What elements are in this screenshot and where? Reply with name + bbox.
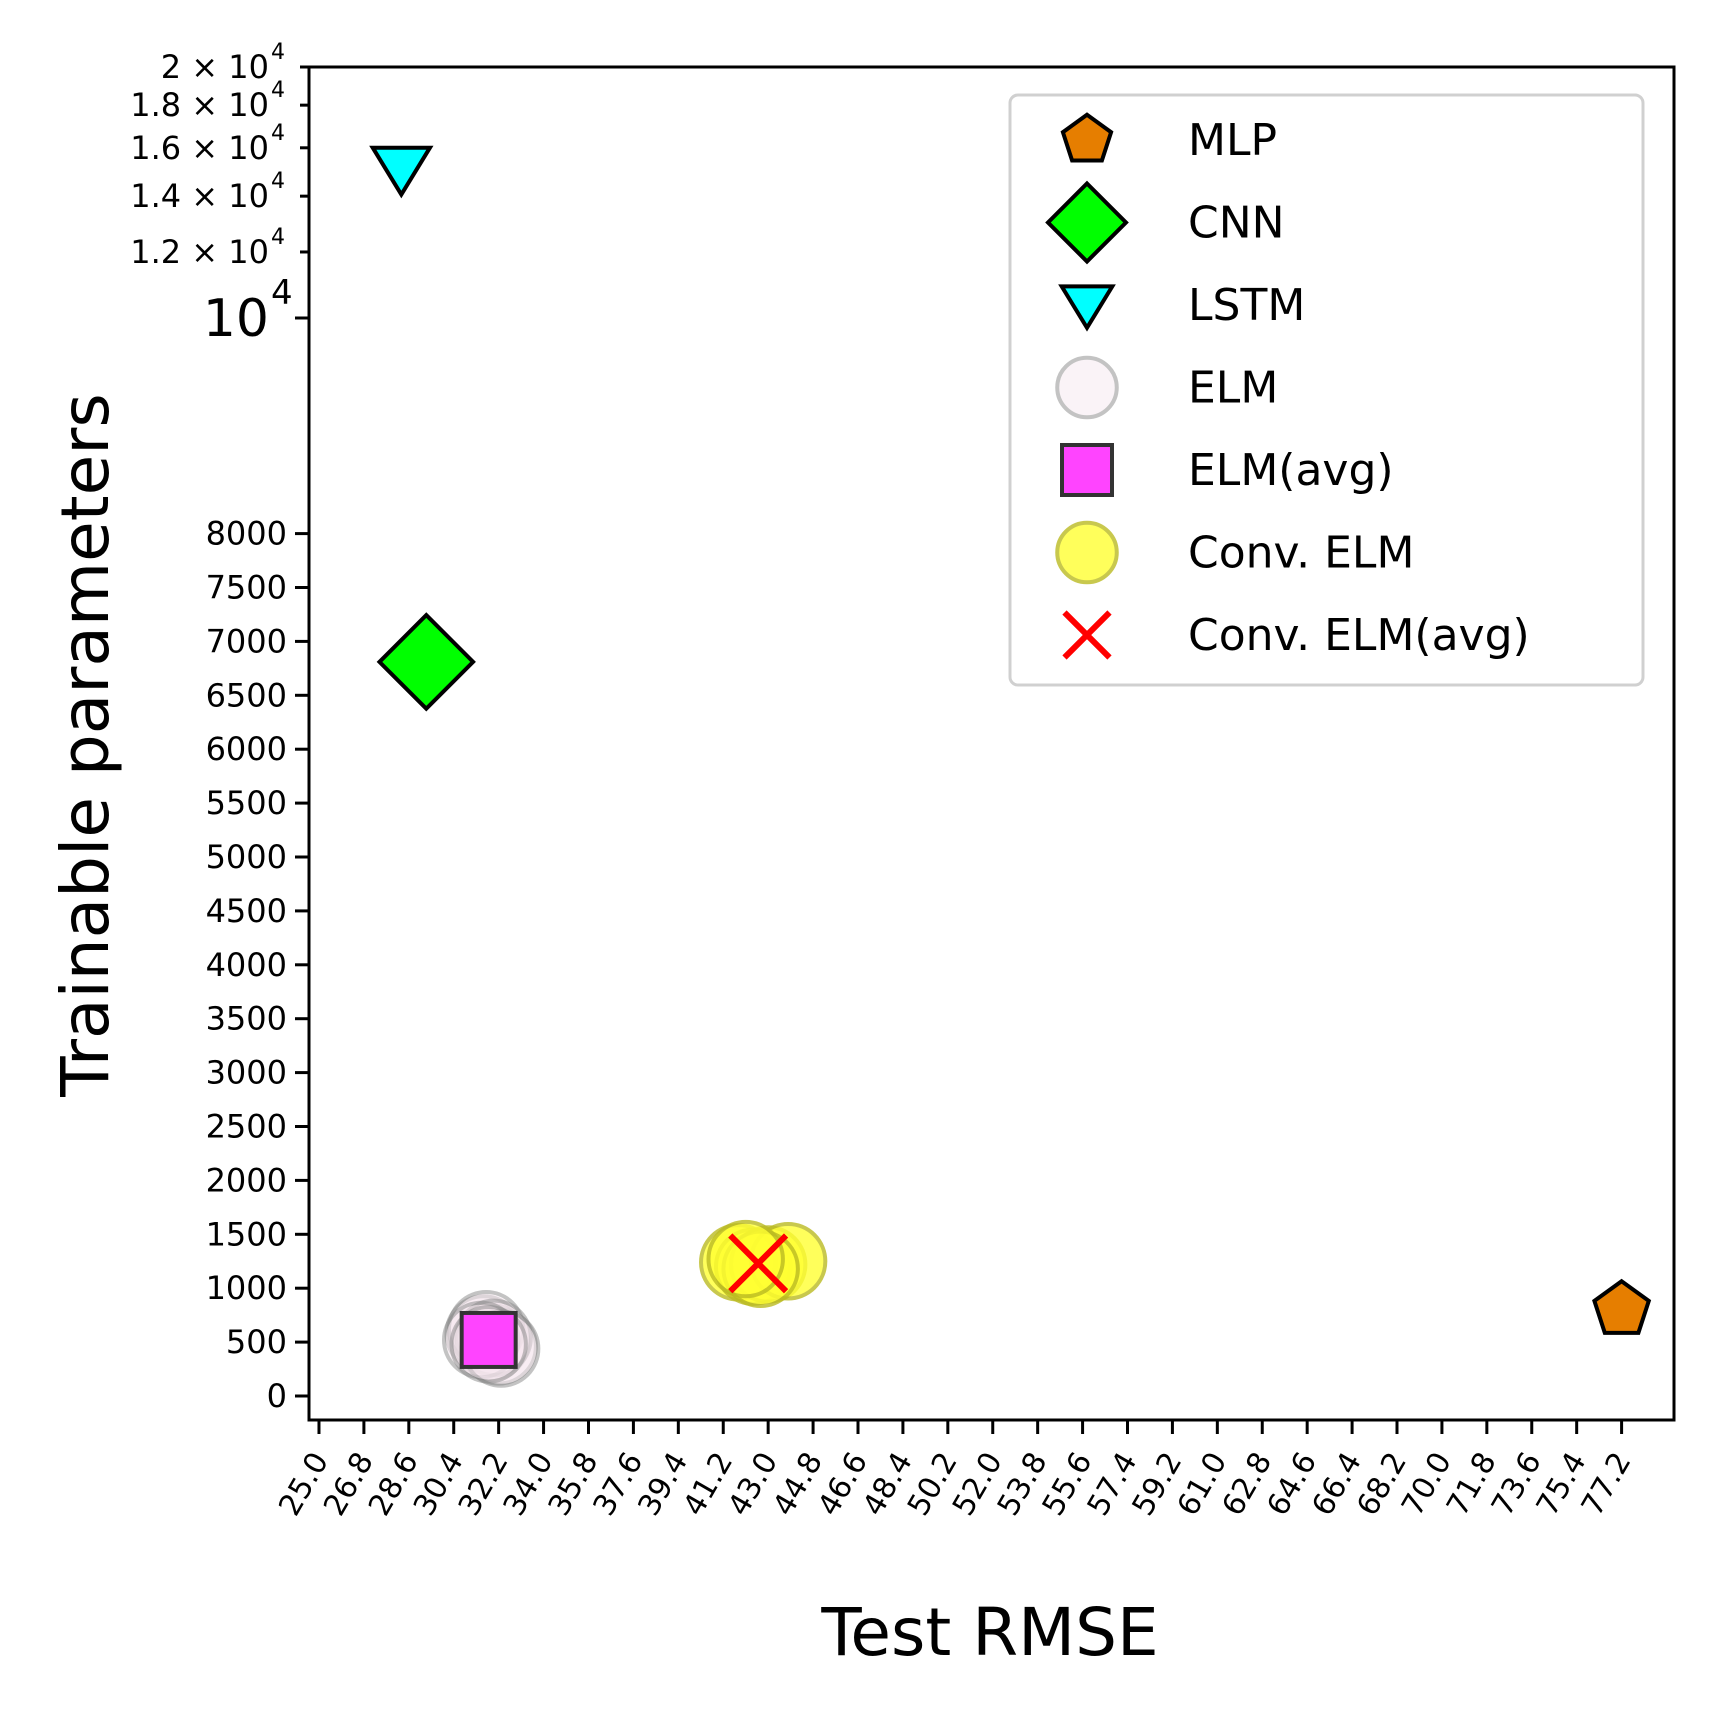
y-tick-label: 4500	[206, 892, 287, 930]
y-tick-label: 8000	[206, 515, 287, 553]
x-axis-label: Test RMSE	[820, 1594, 1158, 1671]
point-lstm	[369, 145, 434, 199]
y-tick-label: 2000	[206, 1161, 287, 1199]
legend-frame	[1008, 93, 1645, 687]
y-tick-label: 1.4 × 10	[130, 177, 269, 215]
y-tick-label: 1500	[206, 1215, 287, 1253]
legend-marker	[1055, 355, 1119, 420]
y-axis-label: Trainable parameters	[47, 393, 124, 1097]
legend-entry: LSTM	[1188, 280, 1305, 331]
legend-marker	[1045, 180, 1129, 265]
y-tick-label: 1000	[206, 1269, 287, 1307]
point-conv-elm-avg-	[728, 1233, 789, 1294]
y-tick-label: 6000	[206, 730, 287, 768]
y-tick-label: 1.8 × 10	[130, 86, 269, 124]
y-tick-label: 1.6 × 10	[130, 129, 269, 167]
y-tick-label: 10	[203, 289, 269, 349]
point-conv-elm	[706, 1219, 785, 1299]
legend-marker	[1055, 520, 1119, 585]
y-tick-label: 7000	[206, 622, 287, 660]
legend-marker	[1060, 443, 1114, 497]
legend-entry: ELM	[1188, 363, 1278, 414]
legend: MLP CNN LSTM ELM ELM(avg) Conv. ELM Conv. ELM(…	[1008, 93, 1645, 687]
legend-entry: ELM(avg)	[1188, 445, 1394, 496]
x-tick-label: 77.2	[1575, 1447, 1639, 1522]
y-tick-label: 6500	[206, 676, 287, 714]
y-tick-label: 2 × 10	[161, 48, 269, 86]
data-points	[369, 145, 1652, 1388]
y-tick-label: 1.2 × 10	[130, 233, 269, 271]
y-tick-label: 5000	[206, 838, 287, 876]
y-tick-exponent: 4	[271, 40, 285, 65]
legend-entry: Conv. ELM(avg)	[1188, 610, 1530, 661]
point-cnn	[376, 612, 476, 712]
y-tick-exponent: 4	[271, 78, 285, 103]
legend-entry: Conv. ELM	[1188, 528, 1414, 579]
y-tick-label: 2500	[206, 1108, 287, 1146]
y-tick-exponent: 4	[271, 225, 285, 250]
y-tick-label: 3500	[206, 1000, 287, 1038]
y-tick-exponent: 4	[271, 169, 285, 194]
legend-marker	[1060, 112, 1114, 163]
point-elm-avg-	[459, 1310, 518, 1369]
legend-entry: MLP	[1188, 115, 1277, 166]
x-axis-ticks: 25.026.828.630.432.234.035.837.639.441.2…	[272, 1420, 1639, 1522]
y-tick-label: 5500	[206, 784, 287, 822]
legend-marker	[1058, 284, 1116, 332]
y-tick-exponent: 4	[271, 273, 293, 313]
y-tick-label: 500	[226, 1323, 287, 1361]
y-tick-label: 4000	[206, 946, 287, 984]
y-tick-label: 0	[267, 1377, 287, 1415]
y-axis-ticks: 0 500 1000 1500 2000 2500 3000 3500 4000 4500 5000…	[130, 40, 309, 1415]
legend-entry: CNN	[1188, 198, 1285, 249]
y-tick-label: 7500	[206, 569, 287, 607]
y-tick-exponent: 4	[271, 121, 285, 146]
plot-frame	[307, 65, 1676, 1422]
y-tick-label: 3000	[206, 1054, 287, 1092]
point-mlp	[1592, 1278, 1652, 1335]
legend-marker	[1062, 610, 1112, 660]
